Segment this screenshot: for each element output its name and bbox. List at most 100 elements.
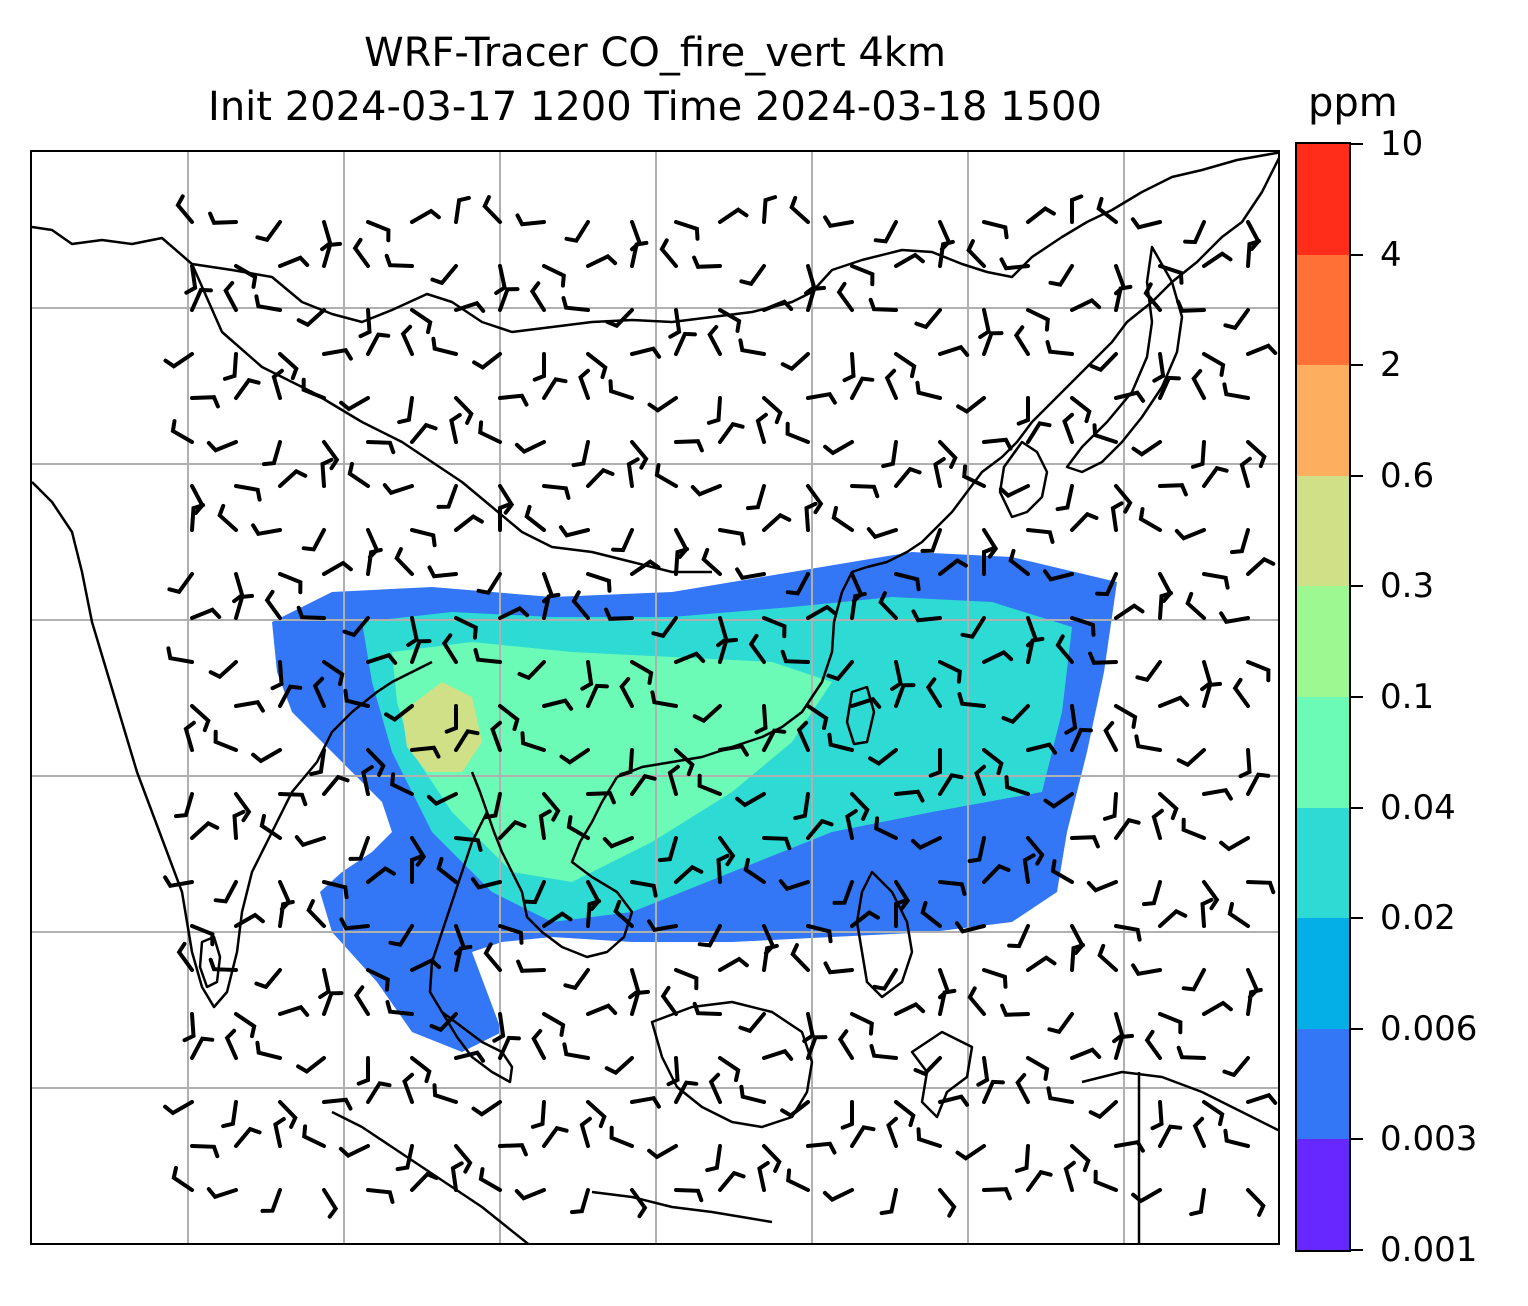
- wind-barb: [1026, 206, 1056, 224]
- wind-barb: [748, 633, 766, 664]
- coastlines: [32, 152, 1278, 1243]
- wind-barb: [674, 439, 704, 453]
- wind-barb: [878, 591, 898, 620]
- wind-barb: [1202, 1000, 1233, 1016]
- wind-barb: [234, 1126, 262, 1148]
- wind-barb: [780, 649, 810, 664]
- wind-barb: [400, 324, 414, 356]
- colorbar-segment: [1297, 144, 1349, 255]
- wind-barb: [520, 731, 546, 752]
- wind-barb: [578, 368, 590, 400]
- wind-barb: [190, 287, 213, 312]
- wind-barb: [746, 484, 766, 511]
- wind-barb: [538, 809, 552, 840]
- wind-barb: [356, 1056, 370, 1086]
- wind-barb: [566, 815, 590, 840]
- wind-barb: [166, 646, 194, 664]
- wind-barb: [234, 699, 265, 713]
- wind-barb: [571, 590, 590, 620]
- wind-barb: [454, 836, 483, 852]
- wind-barb: [826, 660, 854, 682]
- colorbar-tick: [1351, 696, 1363, 698]
- wind-barb: [494, 264, 507, 295]
- wind-barb: [1183, 220, 1206, 245]
- wind-barb: [647, 919, 678, 933]
- colorbar-tick: [1351, 1249, 1363, 1251]
- wind-barb: [850, 910, 880, 928]
- wind-barb: [938, 1188, 957, 1218]
- wind-barb: [982, 650, 1014, 664]
- wind-barb: [938, 660, 962, 684]
- wind-barb: [1200, 897, 1214, 928]
- wind-barb: [1202, 352, 1226, 377]
- wind-barb: [254, 968, 282, 990]
- wind-barb: [1070, 396, 1092, 424]
- plume-center: [392, 642, 832, 882]
- wind-barb: [613, 899, 634, 928]
- wind-barb: [559, 748, 590, 765]
- colorbar-segment: [1297, 807, 1349, 919]
- wind-barb: [718, 308, 742, 333]
- wind-barb: [1050, 859, 1074, 884]
- wind-barb: [384, 704, 414, 722]
- wind-barb: [701, 547, 722, 576]
- colorbar-unit-label: ppm: [1308, 80, 1398, 126]
- colorbar-tick: [1351, 474, 1363, 477]
- wind-barb: [1114, 603, 1145, 620]
- wind-barb: [208, 957, 238, 972]
- wind-barb: [1246, 1188, 1266, 1217]
- wind-barb: [454, 1144, 473, 1174]
- wind-barb: [570, 1188, 590, 1215]
- wind-barb: [708, 1072, 722, 1104]
- wind-barb: [213, 880, 238, 904]
- wind-barb: [850, 591, 867, 620]
- wind-barb: [558, 525, 590, 538]
- wind-barb: [604, 607, 634, 621]
- wind-barb: [1047, 1012, 1074, 1035]
- coastline-japan: [1065, 245, 1184, 474]
- wind-barb: [490, 720, 502, 752]
- wind-barb: [1114, 284, 1133, 312]
- wind-barb: [498, 819, 527, 840]
- colorbar-tick: [1351, 364, 1363, 367]
- wind-barb: [586, 791, 616, 805]
- wind-barb: [514, 440, 546, 454]
- colorbar-tick: [1351, 806, 1363, 809]
- wind-barb: [1086, 880, 1118, 893]
- wind-barb: [1131, 1188, 1162, 1204]
- wind-barb: [1102, 792, 1118, 821]
- wind-barb: [366, 547, 383, 576]
- wind-barb: [586, 899, 602, 928]
- wind-barb: [690, 484, 722, 497]
- wind-barb: [674, 220, 700, 241]
- wind-barb: [163, 352, 194, 369]
- wind-barb: [1158, 695, 1190, 708]
- wind-barb: [1042, 569, 1074, 582]
- wind-barb: [449, 413, 462, 444]
- wind-barb: [454, 944, 473, 972]
- wind-barb: [938, 558, 968, 576]
- wind-barb: [1181, 817, 1206, 840]
- wind-barb: [1070, 1144, 1091, 1173]
- wind-barb: [278, 792, 308, 807]
- wind-barb: [630, 880, 658, 898]
- wind-barb: [339, 917, 370, 931]
- wind-barb: [806, 818, 834, 840]
- wind-barb: [1096, 196, 1118, 224]
- wind-barb: [1158, 375, 1181, 400]
- wind-barb: [716, 853, 730, 884]
- colorbar-tick: [1351, 917, 1363, 920]
- wind-barb: [1008, 548, 1030, 576]
- wind-barb: [894, 352, 917, 379]
- wind-barb: [294, 835, 326, 848]
- wind-barb: [762, 836, 792, 851]
- wind-barb: [390, 772, 414, 796]
- wind-barb: [397, 396, 414, 425]
- wind-barb: [630, 440, 649, 470]
- wind-barb: [524, 504, 546, 532]
- wind-barb: [786, 1168, 810, 1192]
- wind-barb: [234, 484, 262, 502]
- wind-barb: [410, 854, 424, 884]
- wind-barb: [1230, 528, 1250, 555]
- wind-barb: [850, 264, 875, 287]
